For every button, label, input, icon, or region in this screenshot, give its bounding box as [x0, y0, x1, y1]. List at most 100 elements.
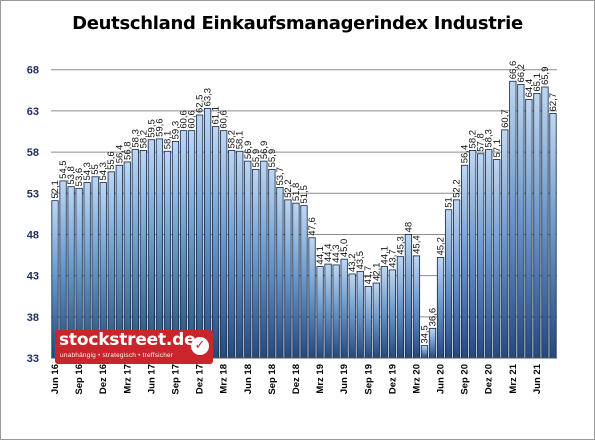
- x-tick-label: Dez 20: [484, 364, 495, 394]
- data-label: 66,6: [508, 61, 519, 80]
- bar: [163, 150, 172, 359]
- bar: [139, 150, 147, 359]
- data-label: 59,6: [154, 118, 165, 137]
- bar: [284, 199, 292, 359]
- data-label: 44,3: [331, 244, 342, 263]
- bar: [187, 130, 196, 359]
- data-label: 54,3: [98, 162, 109, 181]
- data-label: 58,1: [235, 131, 246, 150]
- x-tick-label: Mrz 21: [508, 363, 519, 393]
- x-tick-label: Mrz 18: [219, 364, 230, 394]
- bar: [485, 149, 493, 359]
- data-label: 54,5: [58, 160, 69, 179]
- bar: [244, 160, 252, 359]
- bar: [236, 150, 244, 359]
- data-label: 59,5: [146, 119, 157, 138]
- bar: [212, 126, 220, 359]
- data-label: 53,7: [275, 167, 286, 186]
- bars: [51, 80, 557, 359]
- y-axis-ticks: 33 38 43 48 53 58 63 68: [27, 65, 39, 365]
- bar: [469, 150, 477, 359]
- bar: [252, 168, 260, 359]
- bar: [155, 138, 164, 359]
- data-label: 44,4: [323, 244, 334, 263]
- x-tick-label: Sep 20: [460, 364, 471, 395]
- data-label: 64,4: [524, 79, 535, 98]
- data-label: 58,2: [468, 130, 479, 149]
- data-label: 58,3: [130, 129, 141, 148]
- bar: [131, 149, 139, 359]
- bar: [179, 130, 188, 359]
- data-label: 36,6: [428, 308, 439, 327]
- bar: [388, 269, 396, 359]
- data-label: 52,2: [452, 179, 463, 198]
- data-label: 41,7: [363, 266, 374, 285]
- stockstreet-logo: stockstreet.de unabhängig • strategisch …: [55, 330, 213, 364]
- bar: [541, 86, 549, 359]
- data-label: 56,4: [114, 145, 125, 163]
- bar: [147, 139, 156, 359]
- chart-title: Deutschland Einkaufsmanagerindex Industr…: [72, 13, 523, 34]
- data-label: 55,9: [251, 149, 262, 168]
- x-tick-label: Mrz 20: [411, 364, 422, 394]
- bar: [332, 264, 340, 359]
- data-label: 34,5: [419, 325, 430, 344]
- data-label: 53,6: [74, 168, 85, 187]
- data-label: 44,1: [315, 246, 326, 265]
- x-tick-label: Sep 16: [74, 364, 85, 395]
- bar: [276, 187, 284, 359]
- bar: [517, 84, 525, 359]
- bar: [525, 98, 533, 359]
- data-label: 56,9: [243, 141, 254, 160]
- data-label: 66,2: [516, 64, 527, 83]
- bar: [348, 273, 356, 359]
- data-label: 60,6: [219, 110, 230, 128]
- bar: [324, 263, 332, 359]
- data-label: 56,9: [259, 141, 270, 160]
- data-label: 54,3: [82, 162, 93, 181]
- bar: [501, 129, 509, 359]
- bar: [340, 258, 348, 359]
- y-tick-label: 48: [27, 229, 39, 241]
- bar: [364, 285, 372, 359]
- y-tick-label: 33: [27, 353, 39, 365]
- data-label: 45,4: [411, 235, 422, 254]
- bar: [477, 153, 485, 359]
- data-label: 52,1: [50, 180, 61, 199]
- y-tick-label: 43: [27, 271, 39, 283]
- x-tick-label: Dez 19: [387, 364, 398, 394]
- bar: [549, 112, 557, 359]
- data-label: 58,1: [162, 131, 173, 150]
- data-label: 65,9: [540, 67, 551, 86]
- data-label: 62,7: [548, 93, 559, 112]
- data-label: 44,1: [379, 246, 390, 265]
- data-label: 57,1: [492, 139, 503, 158]
- x-tick-label: Sep 19: [363, 364, 374, 395]
- bar: [396, 256, 404, 359]
- data-label: 60,7: [500, 109, 511, 128]
- data-labels: 52,154,553,853,654,35554,355,656,456,858…: [50, 61, 559, 344]
- data-label: 43,2: [347, 253, 358, 272]
- data-label: 59,3: [170, 121, 181, 140]
- data-label: 56,8: [122, 141, 133, 160]
- data-label: 55,6: [106, 151, 117, 170]
- bar: [123, 161, 131, 359]
- bar: [436, 257, 445, 359]
- checkmark-icon: ✓: [191, 337, 209, 355]
- data-label: 58,2: [227, 130, 238, 149]
- x-axis-ticks: Jun 16 Sep 16 Dez 16 Mrz 17 Jun 17 Sep 17 Dez …: [50, 363, 543, 394]
- y-tick-label: 63: [27, 106, 39, 118]
- bar: [372, 282, 380, 359]
- data-label: 61,1: [211, 106, 222, 125]
- bar: [452, 199, 461, 359]
- bar: [444, 209, 453, 359]
- bar: [533, 93, 541, 359]
- data-label: 58,3: [484, 129, 495, 148]
- data-label: 60,6: [179, 110, 190, 128]
- x-tick-label: Jun 20: [436, 364, 447, 394]
- bar: [228, 150, 236, 359]
- data-label: 58,2: [138, 130, 149, 149]
- x-tick-label: Sep 18: [267, 364, 278, 395]
- logo-name: stockstreet.de: [59, 330, 196, 350]
